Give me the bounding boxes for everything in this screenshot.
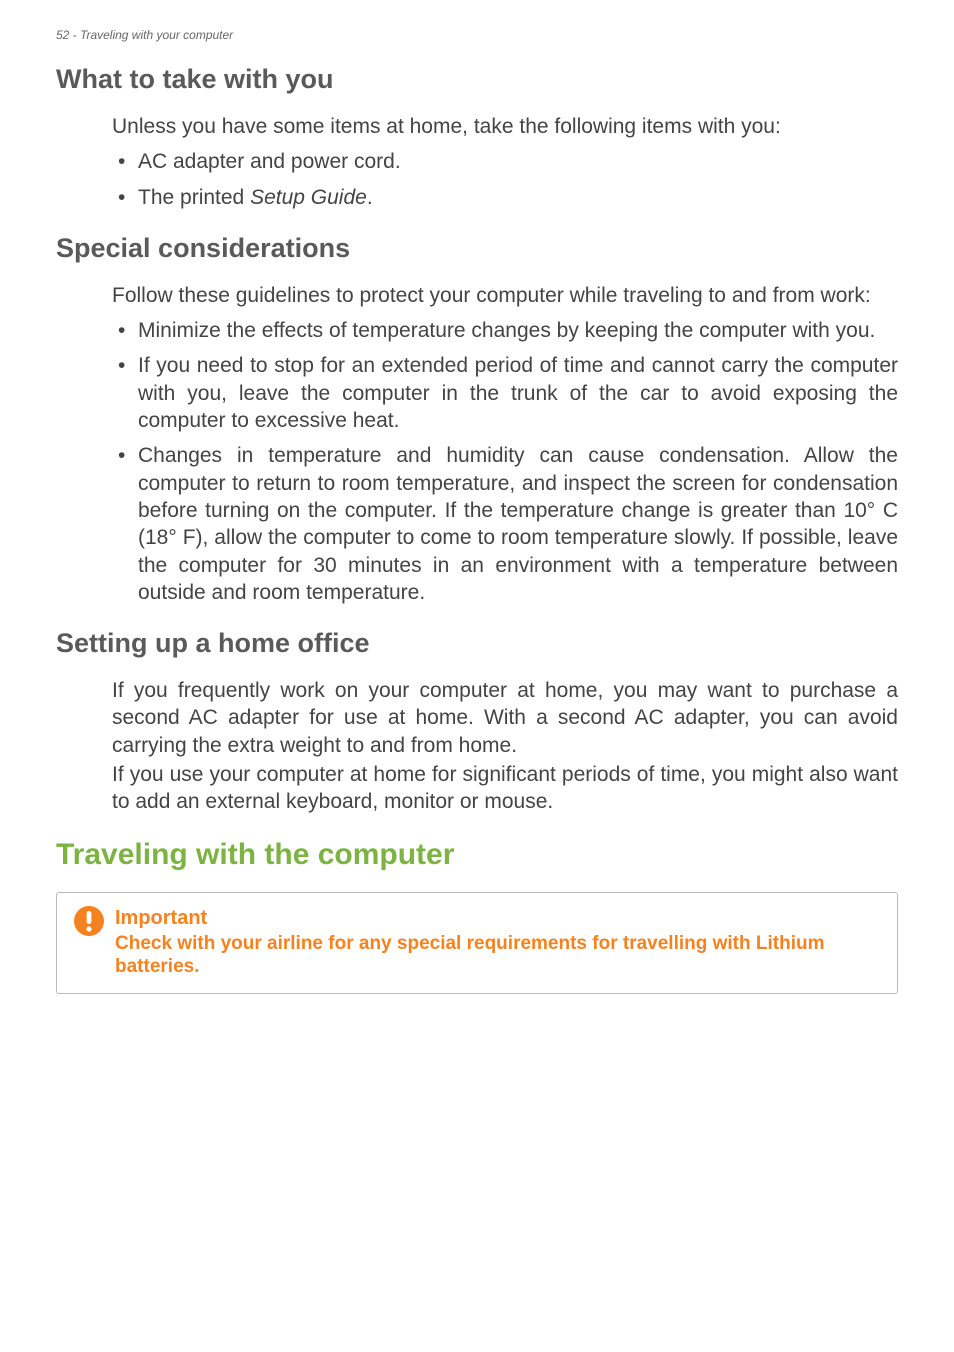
list-item: If you need to stop for an extended peri… [112,352,898,434]
callout-text: Important Check with your airline for an… [115,907,881,980]
block-home-office: If you frequently work on your computer … [56,677,898,815]
block-special: Follow these guidelines to protect your … [56,282,898,606]
heading-special-considerations: Special considerations [56,233,898,264]
list-item: AC adapter and power cord. [112,148,898,175]
intro-what-to-take: Unless you have some items at home, take… [112,113,898,140]
page-header: 52 - Traveling with your computer [56,28,898,42]
bullet-text: AC adapter and power cord. [138,150,401,173]
bullets-what-to-take: AC adapter and power cord. The printed S… [112,148,898,211]
callout-title: Important [115,907,881,930]
list-item: Minimize the effects of temperature chan… [112,317,898,344]
callout-body: Check with your airline for any special … [115,932,881,980]
heading-home-office: Setting up a home office [56,628,898,659]
list-item: Changes in temperature and humidity can … [112,442,898,606]
bullet-text-post: . [367,186,373,209]
block-what-to-take: Unless you have some items at home, take… [56,113,898,211]
intro-special: Follow these guidelines to protect your … [112,282,898,309]
heading-traveling: Traveling with the computer [56,838,898,872]
list-item: The printed Setup Guide. [112,184,898,211]
bullet-text-italic: Setup Guide [250,186,367,209]
para-home-office-1: If you frequently work on your computer … [112,677,898,759]
heading-what-to-take: What to take with you [56,64,898,95]
bullet-text-pre: The printed [138,186,250,209]
exclamation-icon [73,905,105,937]
callout-important: Important Check with your airline for an… [56,892,898,995]
bullets-special: Minimize the effects of temperature chan… [112,317,898,606]
para-home-office-2: If you use your computer at home for sig… [112,761,898,816]
